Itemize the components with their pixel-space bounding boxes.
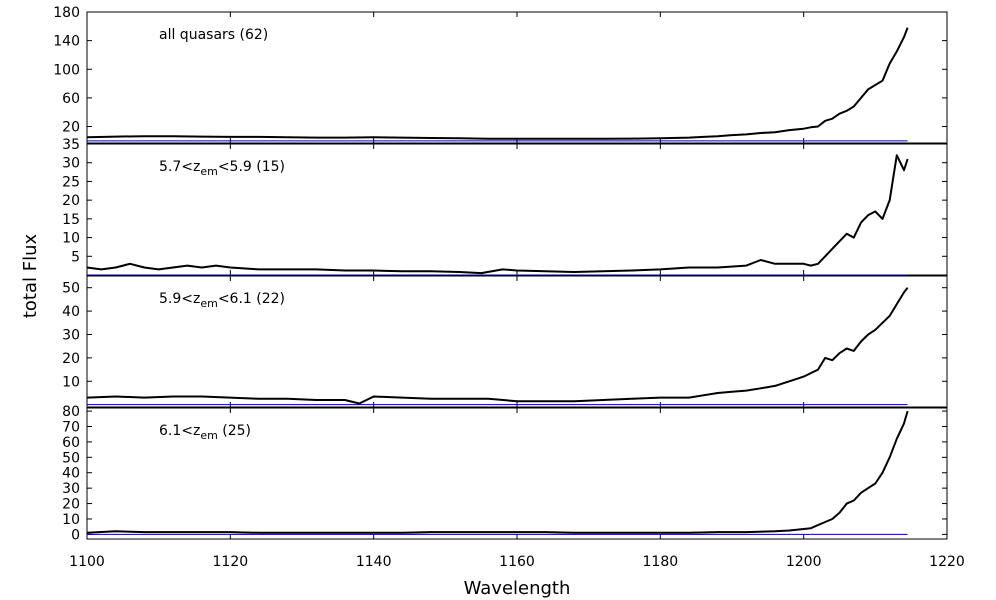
x-axis-label: Wavelength [464,578,571,599]
panel-label-part: <6.1 (22) [218,291,285,307]
panel-label-main: 5.9<z [159,291,200,307]
y-tick-label: 20 [62,120,80,136]
panel-label: 5.7<zem<5.9 (15) [159,159,285,178]
panel-frame [86,143,948,276]
x-axis: 1100 1120 1140 1160 1180 1200 1220 [69,554,965,570]
panel-3: 10 20 30 40 50 5.9<zem<6.1 (22) [62,275,948,408]
panel-frame [86,275,948,408]
panel-1: 20 60 100 140 180 all quasars (62) [53,5,948,144]
panel-frame [86,407,948,540]
y-tick-label: 40 [62,466,80,482]
y-axis-label: total Flux [20,234,41,319]
flux-line [86,27,909,140]
y-tick-label: 10 [62,231,80,247]
x-tick-label: 1100 [69,554,105,570]
y-tick-label: 20 [62,193,80,209]
flux-line [86,410,909,534]
y-tick-label: 5 [71,249,80,265]
panel-label-subscript: em [200,165,217,178]
y-tick-label: 25 [62,174,80,190]
y-tick-label: 10 [62,374,80,390]
y-tick-label: 60 [62,435,80,451]
y-tick-label: 50 [62,450,80,466]
y-tick-label: 180 [53,5,80,21]
y-tick-label: 15 [62,212,80,228]
panel-label-part: (25) [218,423,251,439]
y-tick-label: 0 [71,527,80,543]
panel-label: 5.9<zem<6.1 (22) [159,291,285,310]
x-tick-label: 1120 [213,554,249,570]
y-tick-label: 100 [53,62,80,78]
y-tick-label: 30 [62,327,80,343]
x-tick-label: 1140 [356,554,392,570]
y-tick-label: 20 [62,351,80,367]
y-tick-label: 20 [62,497,80,513]
panel-label-subscript: em [200,297,217,310]
y-tick-label: 140 [53,34,80,50]
y-tick-label: 50 [62,281,80,297]
y-tick-label: 10 [62,512,80,528]
flux-line [86,154,909,275]
y-tick-label: 70 [62,419,80,435]
y-tick-label: 80 [62,404,80,420]
panel-label-part: <5.9 (15) [218,159,285,175]
y-tick-label: 60 [62,91,80,107]
x-tick-label: 1160 [499,554,535,570]
panel-2: 5 10 15 20 25 30 35 5.7<zem<5.9 (15) [62,137,948,276]
panel-label-main: 6.1<z [159,423,200,439]
y-tick-label: 30 [62,156,80,172]
panel-label-subscript: em [200,429,217,442]
y-tick-label: 30 [62,481,80,497]
flux-line [86,287,909,405]
y-tick-label: 35 [62,137,80,153]
x-tick-label: 1200 [786,554,822,570]
x-tick-label: 1180 [643,554,679,570]
panel-label: all quasars (62) [159,27,268,43]
y-tick-label: 40 [62,304,80,320]
panel-label: 6.1<zem (25) [159,423,251,442]
panel-label-main: 5.7<z [159,159,200,175]
panel-label-main: all quasars (62) [159,27,268,43]
x-tick-label: 1220 [929,554,965,570]
